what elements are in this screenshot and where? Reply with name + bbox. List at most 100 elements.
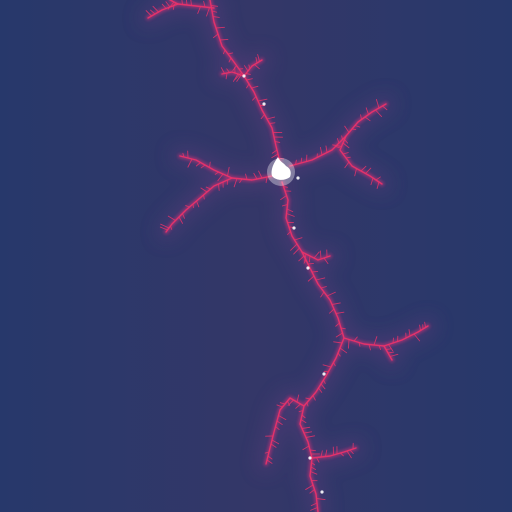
filament-branch	[375, 99, 380, 109]
filament-branch	[165, 1, 171, 8]
filament-branch	[283, 186, 288, 188]
filament-branch	[332, 144, 342, 147]
filament-branch	[311, 462, 316, 466]
filament-branch	[243, 65, 249, 72]
filament-branch	[264, 451, 270, 454]
filament-branch	[276, 404, 283, 408]
filament-branch	[344, 125, 350, 133]
filament-branch	[281, 204, 288, 207]
filament-branch	[323, 257, 329, 265]
filament-branch	[258, 170, 263, 179]
filament-branch	[344, 139, 349, 144]
filament-branch	[228, 57, 232, 63]
filament-branch	[376, 181, 380, 189]
filament-branch	[344, 161, 350, 169]
filament-branch	[340, 327, 346, 330]
filament-branch	[307, 275, 315, 282]
filament-branch	[339, 135, 383, 185]
filament-branch	[354, 125, 361, 128]
filament-branch	[239, 178, 243, 184]
filament-branch	[373, 336, 378, 346]
filament-branch	[271, 439, 280, 445]
filament-branch	[316, 457, 320, 463]
filament-branch	[365, 107, 369, 115]
bright-speck	[242, 74, 246, 78]
filament-branch	[170, 225, 173, 230]
filament-branch	[279, 402, 286, 405]
filament-branch	[266, 116, 276, 120]
filament-branch	[296, 394, 300, 403]
filament-branch	[222, 49, 226, 55]
filament-branch	[280, 195, 287, 201]
filament-branch	[308, 255, 311, 263]
bright-speck	[308, 456, 312, 460]
filament-branch	[320, 450, 323, 458]
filament-branch	[161, 3, 167, 9]
filament-branch	[306, 402, 309, 407]
filament-branch	[365, 167, 372, 174]
filament-branch	[187, 158, 193, 168]
filament-branch	[275, 426, 280, 431]
filament-branch	[325, 449, 328, 457]
filament-branch	[341, 135, 343, 140]
bright-speck	[320, 490, 324, 494]
filament-branch	[215, 26, 225, 29]
filament-branch	[245, 173, 248, 180]
filament-branch	[235, 72, 242, 80]
filament-branch	[178, 216, 184, 224]
filament-branch	[251, 85, 259, 89]
filament-branch	[360, 165, 367, 172]
filament-branch	[145, 10, 152, 17]
filament-branch	[325, 145, 328, 153]
filament-branch	[319, 250, 322, 260]
filament-branch	[260, 114, 265, 120]
filament-branch	[339, 347, 348, 354]
filament-branch	[408, 329, 411, 337]
filament-branch	[236, 74, 242, 82]
filament-branch	[342, 142, 350, 149]
filament-branch	[300, 419, 307, 424]
filament-branch	[181, 0, 183, 5]
filament-branch	[348, 339, 350, 349]
filament-branch	[252, 96, 257, 101]
filament-branch	[243, 59, 263, 77]
filament-branch	[329, 308, 335, 314]
filament-branch	[333, 341, 343, 344]
filament-branch	[287, 231, 291, 236]
filament-branch	[227, 166, 230, 177]
filament-branch	[320, 286, 327, 289]
filament-branch	[246, 78, 253, 81]
filament-branch	[203, 0, 206, 8]
filament-branch	[197, 6, 201, 14]
filament-branch	[310, 507, 318, 511]
filament-branch	[278, 157, 285, 160]
filament-branch	[182, 152, 185, 158]
filament-branch	[232, 73, 239, 82]
filament-branch	[305, 484, 314, 491]
filament-branch	[246, 83, 250, 89]
filament-branch	[227, 52, 234, 55]
filament-branch	[190, 0, 192, 6]
filament-branch	[351, 128, 357, 130]
filament-branch	[303, 431, 313, 434]
filament-branch	[195, 162, 201, 167]
filament-branch	[301, 414, 306, 419]
filament-branch	[206, 7, 210, 17]
bright-speck	[292, 226, 296, 230]
filament-branch	[301, 251, 331, 261]
filament-branch	[185, 0, 188, 6]
filament-branch	[302, 445, 310, 451]
filament-branch	[290, 243, 298, 251]
bright-speck	[322, 372, 326, 376]
filament-branch	[212, 16, 220, 18]
filament-branch	[210, 5, 219, 7]
filament-branch	[265, 176, 268, 184]
filament-branch	[335, 311, 345, 314]
filament-branch	[274, 141, 281, 143]
filament-branch	[323, 379, 326, 384]
filament-branch	[150, 9, 156, 15]
filament-branch	[167, 215, 176, 221]
filament-branch	[298, 410, 304, 413]
filament-branch	[304, 253, 307, 262]
filament-branch	[286, 208, 294, 213]
